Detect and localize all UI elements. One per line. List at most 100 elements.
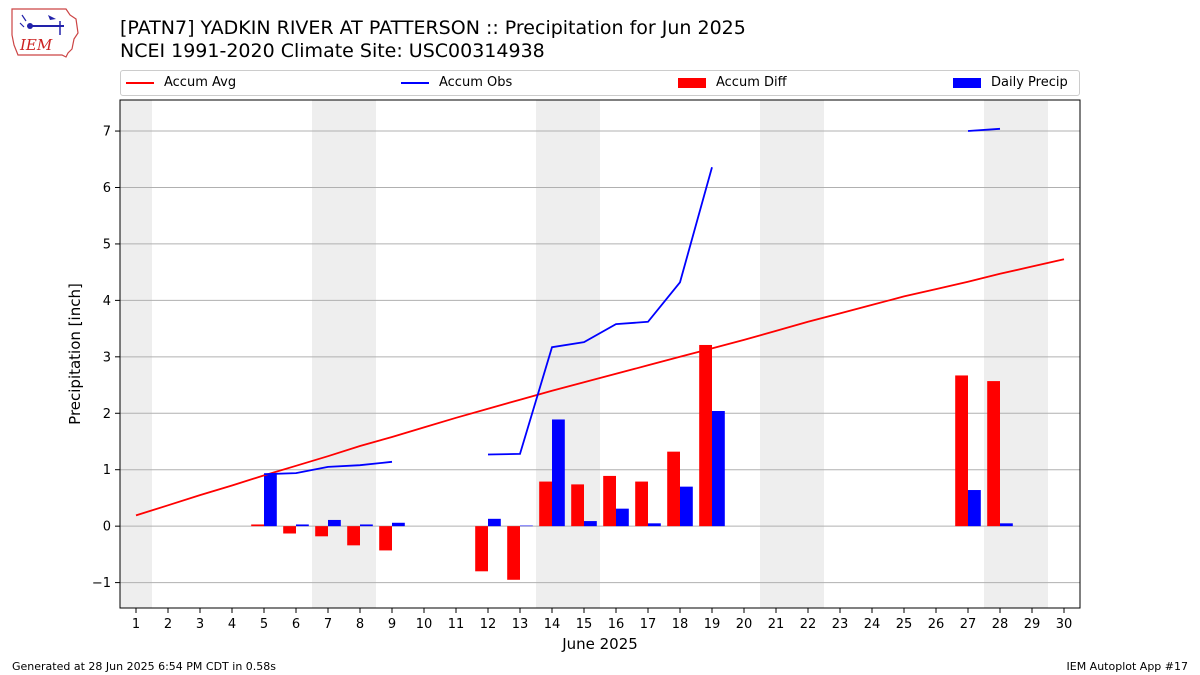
- x-tick-label: 20: [736, 617, 753, 632]
- x-tick-label: 8: [356, 617, 364, 632]
- daily-precip-bar: [520, 525, 533, 527]
- x-axis-label: June 2025: [561, 635, 638, 653]
- daily-precip-bar: [392, 522, 405, 527]
- y-tick-label: 1: [103, 463, 111, 478]
- daily-precip-bar: [264, 474, 277, 527]
- accum-diff-bar: [315, 526, 328, 537]
- x-tick-label: 1: [132, 617, 140, 632]
- accum-avg-line: [135, 258, 1065, 517]
- y-tick-label: 3: [103, 350, 111, 365]
- y-axis-ticks: −1 0 1 2 3 4 5 6 7: [92, 125, 120, 591]
- daily-precip-bar: [360, 524, 373, 527]
- y-tick-label: 7: [103, 125, 111, 140]
- weekend-band: [312, 100, 376, 608]
- weekend-band: [760, 100, 824, 608]
- daily-precip-bar: [680, 486, 693, 527]
- daily-precip-bar: [552, 419, 565, 527]
- iem-logo: IEM: [11, 8, 79, 58]
- series-lines: [135, 127, 1065, 517]
- legend-swatch-accum-obs: [401, 81, 429, 84]
- x-tick-label: 4: [228, 617, 236, 632]
- accum-diff-bar: [955, 375, 968, 527]
- x-tick-label: 29: [1024, 617, 1041, 632]
- x-tick-label: 23: [832, 617, 849, 632]
- legend-item-accum-avg: Accum Avg: [126, 75, 236, 90]
- x-tick-label: 3: [196, 617, 204, 632]
- chart-subtitle: NCEI 1991-2020 Climate Site: USC00314938: [120, 40, 545, 62]
- x-tick-label: 22: [800, 617, 817, 632]
- x-tick-label: 12: [480, 617, 497, 632]
- accum-obs-line: [263, 460, 393, 476]
- x-tick-label: 16: [608, 617, 625, 632]
- legend-swatch-daily-precip: [953, 77, 981, 88]
- weekend-bands: [120, 100, 1048, 608]
- bars: [251, 344, 1013, 580]
- daily-precip-bar: [328, 519, 341, 527]
- y-tick-label: 0: [103, 520, 111, 535]
- x-tick-label: 17: [640, 617, 657, 632]
- accum-diff-bar: [507, 526, 520, 580]
- x-tick-label: 25: [896, 617, 913, 632]
- footer-generated-text: Generated at 28 Jun 2025 6:54 PM CDT in …: [12, 660, 277, 673]
- x-tick-label: 7: [324, 617, 332, 632]
- weekend-band: [120, 100, 152, 608]
- x-tick-label: 13: [512, 617, 529, 632]
- accum-diff-bar: [635, 481, 648, 527]
- daily-precip-bar: [712, 411, 725, 527]
- accum-diff-bar: [379, 526, 392, 551]
- legend-item-accum-diff: Accum Diff: [678, 75, 787, 90]
- legend-swatch-accum-avg: [126, 81, 154, 84]
- legend-label: Accum Obs: [439, 75, 513, 90]
- accum-diff-bar: [475, 526, 488, 572]
- accum-diff-bar: [571, 484, 584, 527]
- daily-precip-bar: [488, 518, 501, 527]
- x-tick-label: 10: [416, 617, 433, 632]
- y-tick-label: 5: [103, 237, 111, 252]
- accum-obs-line: [487, 166, 713, 456]
- x-tick-label: 6: [292, 617, 300, 632]
- legend-label: Accum Diff: [716, 75, 787, 90]
- x-tick-label: 11: [448, 617, 465, 632]
- daily-precip-bar: [616, 508, 629, 527]
- legend-item-accum-obs: Accum Obs: [401, 75, 512, 90]
- x-tick-label: 14: [544, 617, 561, 632]
- daily-precip-bar: [648, 523, 661, 527]
- y-tick-label: 2: [103, 407, 111, 422]
- accum-diff-bar: [251, 524, 264, 527]
- legend-label: Daily Precip: [991, 75, 1068, 90]
- daily-precip-bar: [968, 490, 981, 527]
- accum-diff-bar: [699, 344, 712, 527]
- accum-diff-bar: [667, 451, 680, 527]
- accum-diff-bar: [603, 475, 616, 527]
- x-tick-label: 9: [388, 617, 396, 632]
- x-tick-label: 30: [1056, 617, 1073, 632]
- y-tick-label: 6: [103, 181, 111, 196]
- x-tick-label: 5: [260, 617, 268, 632]
- x-tick-label: 28: [992, 617, 1009, 632]
- daily-precip-bar: [1000, 523, 1013, 527]
- accum-diff-bar: [347, 526, 360, 546]
- daily-precip-bar: [296, 524, 309, 527]
- x-tick-label: 26: [928, 617, 945, 632]
- legend: Accum Avg Accum Obs Accum Diff Daily Pre…: [120, 70, 1080, 96]
- x-tick-label: 24: [864, 617, 881, 632]
- chart-title: [PATN7] YADKIN RIVER AT PATTERSON :: Pre…: [120, 17, 746, 39]
- x-tick-label: 2: [164, 617, 172, 632]
- accum-obs-line: [967, 127, 1001, 132]
- y-tick-label: −1: [92, 576, 111, 591]
- accum-diff-bar: [987, 381, 1000, 527]
- logo-text: IEM: [19, 36, 53, 54]
- x-tick-label: 21: [768, 617, 785, 632]
- accum-diff-bar: [283, 526, 296, 534]
- y-tick-label: 4: [103, 294, 111, 309]
- legend-item-daily-precip: Daily Precip: [953, 75, 1068, 90]
- footer-app-text: IEM Autoplot App #17: [1066, 660, 1189, 673]
- x-tick-label: 15: [576, 617, 593, 632]
- legend-swatch-accum-diff: [678, 77, 706, 88]
- x-tick-label: 27: [960, 617, 977, 632]
- y-axis-label: Precipitation [inch]: [66, 283, 84, 425]
- plot-frame: [119, 99, 1081, 609]
- accum-diff-bar: [539, 481, 552, 527]
- daily-precip-bar: [584, 521, 597, 527]
